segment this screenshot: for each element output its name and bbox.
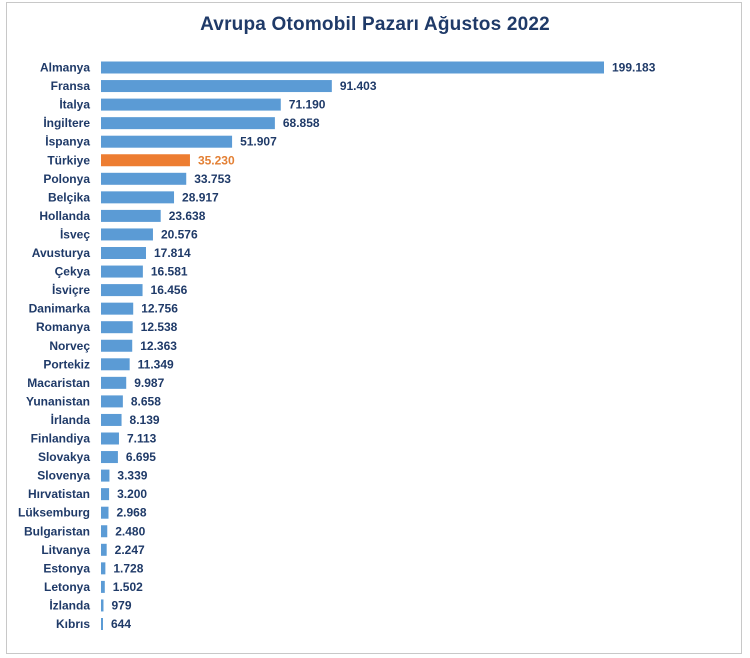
value-label: 12.538	[141, 320, 178, 334]
category-label: İsviçre	[52, 282, 90, 297]
bar	[101, 358, 130, 371]
category-label: Kıbrıs	[56, 617, 90, 631]
category-label: Estonya	[43, 561, 90, 575]
value-label: 28.917	[182, 190, 219, 204]
bar	[101, 432, 119, 445]
value-label: 35.230	[198, 153, 235, 167]
category-label: Belçika	[48, 190, 90, 204]
value-label: 8.139	[130, 413, 160, 427]
value-label: 1.502	[113, 580, 143, 594]
bar	[101, 395, 123, 408]
bar	[101, 191, 175, 204]
bar	[101, 172, 187, 185]
category-label: İtalya	[59, 97, 90, 112]
bar	[101, 302, 134, 315]
value-label: 6.695	[126, 450, 156, 464]
category-label: Avusturya	[32, 246, 91, 260]
category-label: Macaristan	[27, 376, 90, 390]
value-label: 20.576	[161, 227, 198, 241]
bar	[101, 228, 153, 241]
category-label: Letonya	[44, 580, 90, 594]
category-label: İngiltere	[43, 115, 90, 130]
category-label: Litvanya	[41, 543, 90, 557]
category-label: Slovenya	[37, 469, 90, 483]
value-label: 8.658	[131, 394, 161, 408]
category-label: İrlanda	[51, 412, 91, 427]
category-label: Finlandiya	[31, 432, 91, 446]
bar	[101, 98, 281, 111]
category-label: Polonya	[43, 172, 90, 186]
value-label: 199.183	[612, 61, 656, 75]
value-label: 2.247	[115, 543, 145, 557]
value-label: 68.858	[283, 116, 320, 130]
value-label: 2.480	[115, 524, 145, 538]
value-label: 2.968	[116, 506, 146, 520]
bar	[101, 135, 233, 148]
bar	[101, 506, 109, 519]
bar	[101, 451, 118, 464]
bar	[101, 580, 105, 593]
bar	[101, 525, 108, 538]
category-label: Slovakya	[38, 450, 90, 464]
category-label: Hırvatistan	[28, 487, 90, 501]
bar	[101, 618, 103, 630]
value-label: 644	[111, 617, 131, 631]
value-label: 3.339	[117, 469, 147, 483]
chart-title: Avrupa Otomobil Pazarı Ağustos 2022	[200, 14, 550, 35]
value-label: 71.190	[289, 98, 326, 112]
value-label: 16.581	[151, 265, 188, 279]
bar	[101, 469, 110, 482]
category-label: Türkiye	[47, 153, 90, 167]
value-label: 7.113	[127, 432, 157, 446]
value-label: 17.814	[154, 246, 191, 260]
value-label: 9.987	[134, 376, 164, 390]
category-label: Çekya	[55, 265, 91, 279]
category-label: Almanya	[40, 61, 90, 75]
category-label: İspanya	[45, 134, 90, 149]
bar	[101, 247, 146, 259]
category-label: Romanya	[36, 320, 90, 334]
value-label: 12.756	[141, 302, 178, 316]
category-label: Danimarka	[29, 302, 91, 316]
bar	[101, 488, 110, 501]
bar	[101, 543, 107, 556]
category-label: Bulgaristan	[24, 524, 90, 538]
category-label: Fransa	[51, 79, 91, 93]
value-label: 979	[111, 598, 131, 612]
category-label: İsveç	[60, 226, 90, 241]
bar	[101, 117, 275, 130]
bar	[101, 209, 161, 222]
category-label: Portekiz	[43, 357, 90, 371]
bar-highlighted	[101, 154, 190, 167]
value-label: 33.753	[194, 172, 231, 186]
value-label: 51.907	[240, 135, 277, 149]
category-label: Norveç	[49, 339, 90, 353]
value-label: 12.363	[140, 339, 177, 353]
value-label: 1.728	[113, 561, 143, 575]
value-label: 23.638	[169, 209, 206, 223]
bar	[101, 80, 332, 93]
bar	[101, 562, 106, 575]
value-label: 91.403	[340, 79, 377, 93]
value-label: 11.349	[138, 357, 174, 371]
bar	[101, 599, 104, 612]
category-label: Lüksemburg	[18, 506, 90, 520]
bar	[101, 284, 143, 297]
category-label: İzlanda	[49, 597, 90, 612]
bar	[101, 265, 143, 278]
bar	[101, 376, 127, 389]
bar	[101, 61, 604, 74]
value-label: 16.456	[151, 283, 188, 297]
bar	[101, 321, 133, 334]
category-label: Hollanda	[39, 209, 90, 223]
bar	[101, 413, 122, 426]
value-label: 3.200	[117, 487, 147, 501]
bar	[101, 339, 133, 352]
category-label: Yunanistan	[26, 394, 90, 408]
